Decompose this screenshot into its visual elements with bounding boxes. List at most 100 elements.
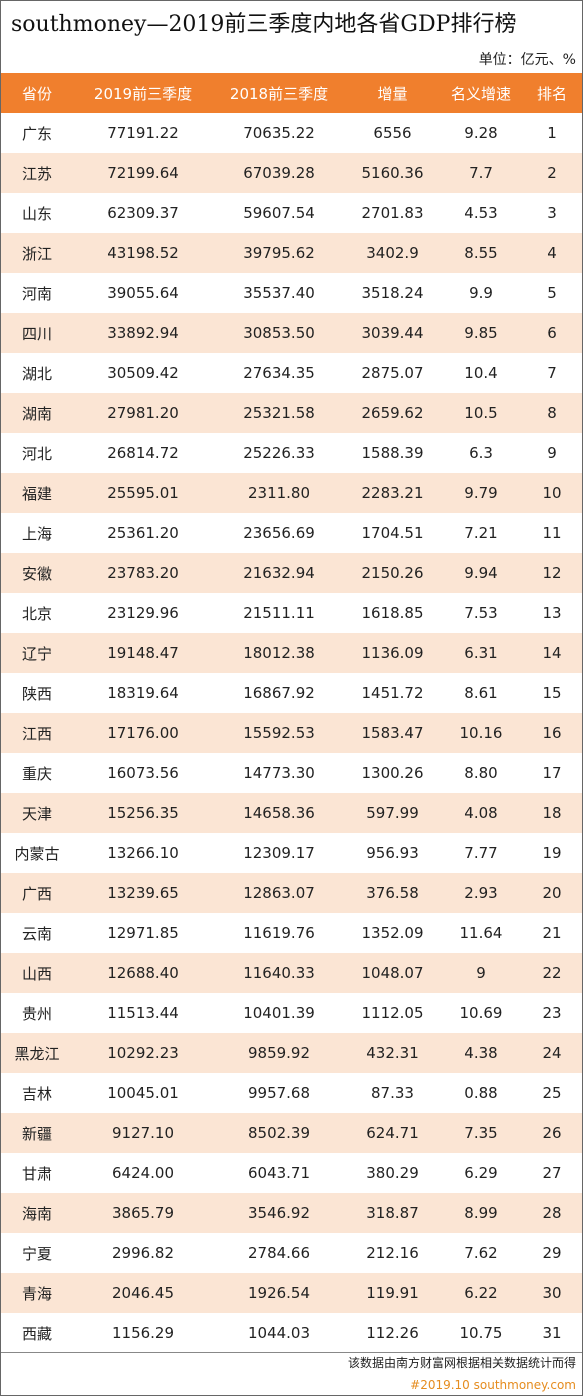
cell-gdp-2019q3: 2046.45 [111, 1284, 175, 1302]
cell-province: 江西 [21, 724, 52, 743]
cell-gdp-2019q3: 18319.64 [107, 684, 179, 702]
cell-rank: 29 [542, 1244, 562, 1262]
cell-province: 云南 [21, 924, 52, 943]
table-body: 广东 77191.22 70635.22 6556 9.28 1 江苏 72199.64 670… [1, 113, 582, 1353]
cell-increase: 3402.9 [366, 244, 419, 262]
cell-increase: 212.16 [366, 1244, 419, 1262]
cell-gdp-2018q3: 2784.66 [247, 1244, 311, 1262]
cell-gdp-2019q3: 3865.79 [111, 1204, 175, 1222]
table-row: 广东 77191.22 70635.22 6556 9.28 1 [1, 113, 582, 153]
cell-gdp-2019q3: 13239.65 [107, 884, 179, 902]
cell-gdp-2018q3: 23656.69 [243, 524, 315, 542]
cell-province: 吉林 [21, 1084, 52, 1103]
cell-province: 北京 [21, 604, 52, 623]
cell-gdp-2019q3: 12971.85 [107, 924, 179, 942]
cell-rank: 20 [542, 884, 562, 902]
table-row: 贵州 11513.44 10401.39 1112.05 10.69 23 [1, 993, 582, 1033]
cell-increase: 1048.07 [361, 964, 424, 982]
cell-province: 山东 [21, 204, 52, 223]
cell-nominal-growth: 10.5 [464, 404, 498, 422]
cell-nominal-growth: 10.75 [459, 1324, 503, 1342]
cell-gdp-2019q3: 30509.42 [107, 364, 179, 382]
cell-increase: 380.29 [366, 1164, 419, 1182]
cell-nominal-growth: 8.99 [464, 1204, 498, 1222]
cell-increase: 318.87 [366, 1204, 419, 1222]
cell-nominal-growth: 7.62 [464, 1244, 498, 1262]
cell-rank: 7 [547, 364, 557, 382]
cell-gdp-2019q3: 43198.52 [107, 244, 179, 262]
cell-gdp-2018q3: 27634.35 [243, 364, 315, 382]
cell-province: 内蒙古 [14, 844, 60, 863]
cell-gdp-2019q3: 17176.00 [107, 724, 179, 742]
cell-rank: 3 [547, 204, 557, 222]
cell-nominal-growth: 11.64 [459, 924, 503, 942]
cell-province: 天津 [21, 804, 52, 823]
cell-rank: 16 [542, 724, 562, 742]
cell-province: 湖北 [21, 364, 52, 383]
cell-nominal-growth: 8.55 [464, 244, 498, 262]
cell-increase: 2701.83 [361, 204, 424, 222]
cell-gdp-2018q3: 70635.22 [243, 124, 315, 142]
cell-province: 海南 [21, 1204, 52, 1223]
cell-gdp-2018q3: 3546.92 [247, 1204, 311, 1222]
cell-gdp-2019q3: 39055.64 [107, 284, 179, 302]
footer-tag: #2019.10 southmoney.com [410, 1378, 576, 1392]
cell-gdp-2019q3: 19148.47 [107, 644, 179, 662]
cell-province: 新疆 [21, 1124, 52, 1143]
cell-increase: 432.31 [366, 1044, 419, 1062]
cell-province: 福建 [21, 484, 52, 503]
cell-nominal-growth: 4.53 [464, 204, 498, 222]
cell-province: 广西 [21, 884, 52, 903]
cell-gdp-2018q3: 1926.54 [247, 1284, 311, 1302]
cell-rank: 4 [547, 244, 557, 262]
table-row: 山西 12688.40 11640.33 1048.07 9 22 [1, 953, 582, 993]
unit-note: 单位：亿元、% [478, 52, 576, 68]
cell-gdp-2018q3: 25226.33 [243, 444, 315, 462]
cell-increase: 3039.44 [361, 324, 424, 342]
table-row: 北京 23129.96 21511.11 1618.85 7.53 13 [1, 593, 582, 633]
cell-gdp-2018q3: 18012.38 [243, 644, 315, 662]
cell-gdp-2018q3: 30853.50 [243, 324, 315, 342]
cell-gdp-2019q3: 1156.29 [111, 1324, 175, 1342]
cell-increase: 624.71 [366, 1124, 419, 1142]
cell-rank: 26 [542, 1124, 562, 1142]
cell-rank: 9 [547, 444, 557, 462]
cell-province: 宁夏 [21, 1244, 52, 1263]
cell-gdp-2018q3: 8502.39 [247, 1124, 311, 1142]
cell-province: 四川 [21, 324, 52, 343]
cell-rank: 27 [542, 1164, 562, 1182]
table-row: 陕西 18319.64 16867.92 1451.72 8.61 15 [1, 673, 582, 713]
cell-gdp-2019q3: 72199.64 [107, 164, 179, 182]
cell-increase: 1588.39 [361, 444, 424, 462]
cell-gdp-2019q3: 16073.56 [107, 764, 179, 782]
cell-gdp-2018q3: 21511.11 [243, 604, 315, 622]
cell-rank: 11 [542, 524, 562, 542]
page-title: southmoney—2019前三季度内地各省GDP排行榜 [11, 12, 517, 37]
cell-increase: 87.33 [371, 1084, 414, 1102]
cell-increase: 1112.05 [361, 1004, 424, 1022]
cell-rank: 21 [542, 924, 562, 942]
cell-rank: 17 [542, 764, 562, 782]
table-row: 江苏 72199.64 67039.28 5160.36 7.7 2 [1, 153, 582, 193]
cell-gdp-2018q3: 11619.76 [243, 924, 315, 942]
cell-province: 安徽 [21, 564, 52, 583]
cell-gdp-2018q3: 14773.30 [243, 764, 315, 782]
cell-rank: 24 [542, 1044, 562, 1062]
table-row: 湖北 30509.42 27634.35 2875.07 10.4 7 [1, 353, 582, 393]
table-row: 西藏 1156.29 1044.03 112.26 10.75 31 [1, 1313, 582, 1353]
cell-increase: 2150.26 [361, 564, 424, 582]
cell-province: 辽宁 [21, 644, 52, 663]
cell-gdp-2019q3: 2996.82 [111, 1244, 175, 1262]
table-row: 河南 39055.64 35537.40 3518.24 9.9 5 [1, 273, 582, 313]
cell-gdp-2019q3: 13266.10 [107, 844, 179, 862]
cell-province: 重庆 [21, 764, 52, 783]
cell-nominal-growth: 10.4 [464, 364, 498, 382]
table-row: 江西 17176.00 15592.53 1583.47 10.16 16 [1, 713, 582, 753]
table-row: 上海 25361.20 23656.69 1704.51 7.21 11 [1, 513, 582, 553]
cell-province: 上海 [21, 524, 52, 543]
table-row: 辽宁 19148.47 18012.38 1136.09 6.31 14 [1, 633, 582, 673]
cell-nominal-growth: 9.9 [469, 284, 493, 302]
cell-increase: 3518.24 [361, 284, 424, 302]
cell-gdp-2018q3: 11640.33 [243, 964, 315, 982]
table-row: 云南 12971.85 11619.76 1352.09 11.64 21 [1, 913, 582, 953]
